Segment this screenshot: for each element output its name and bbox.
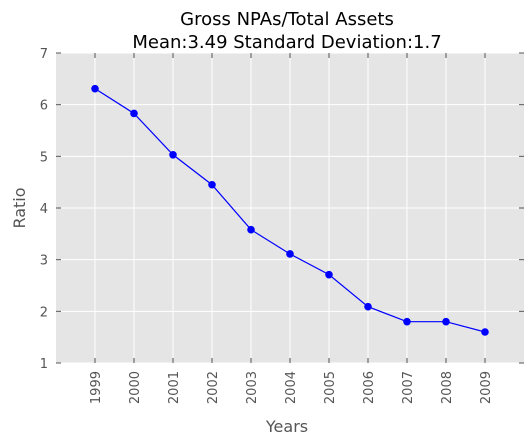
series-ratio xyxy=(91,84,489,336)
y-tick-label: 1 xyxy=(40,357,48,372)
data-point-2009 xyxy=(481,328,489,336)
y-tick-label: 6 xyxy=(40,99,48,114)
data-point-1999 xyxy=(91,84,99,93)
data-point-2007 xyxy=(403,317,411,326)
y-tick-label: 2 xyxy=(40,305,48,320)
y-tick-label: 4 xyxy=(40,202,48,217)
x-tick-label: 2000 xyxy=(128,371,143,404)
data-point-2004 xyxy=(286,250,294,258)
x-tick-label: 2001 xyxy=(167,371,182,404)
y-tick-labels: 1 2 3 4 5 6 7 xyxy=(40,47,48,372)
x-tick-label: 2008 xyxy=(440,371,455,404)
chart-subtitle: Mean:3.49 Standard Deviation:1.7 xyxy=(132,32,441,53)
data-point-2005 xyxy=(325,270,333,279)
axis-ticks xyxy=(56,52,524,364)
data-point-2008 xyxy=(442,317,450,326)
x-tick-label: 2007 xyxy=(401,371,416,404)
x-tick-label: 2006 xyxy=(362,371,377,404)
y-tick-label: 7 xyxy=(40,47,48,62)
data-point-2006 xyxy=(364,302,372,311)
data-point-2003 xyxy=(247,225,255,234)
y-tick-label: 3 xyxy=(40,254,48,269)
x-tick-label: 1999 xyxy=(89,371,104,404)
data-point-2001 xyxy=(169,150,177,159)
x-tick-label: 2005 xyxy=(323,371,338,404)
data-point-2002 xyxy=(208,180,216,189)
x-tick-labels: 1999 2000 2001 2002 2003 2004 2005 2006 2007 2008… xyxy=(89,371,494,404)
x-axis-label: Years xyxy=(265,417,308,436)
x-tick-label: 2003 xyxy=(245,371,260,404)
x-tick-label: 2009 xyxy=(479,371,494,404)
grid-lines xyxy=(56,52,524,364)
y-tick-label: 5 xyxy=(40,150,48,165)
x-tick-label: 2004 xyxy=(284,371,299,404)
y-axis-label: Ratio xyxy=(10,187,29,228)
data-point-2000 xyxy=(130,109,138,118)
x-tick-label: 2002 xyxy=(206,371,221,404)
chart-title: Gross NPAs/Total Assets xyxy=(180,9,394,30)
